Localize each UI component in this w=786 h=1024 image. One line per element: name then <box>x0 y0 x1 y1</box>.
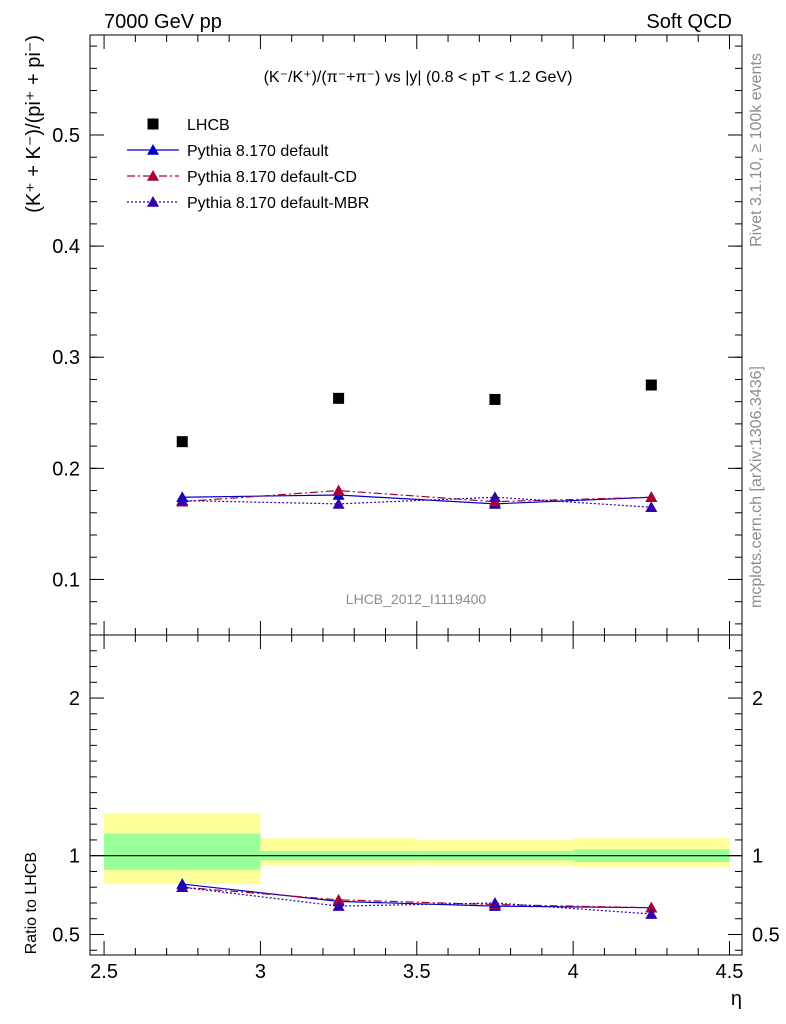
ratio-y-tick-label-left: 0.5 <box>52 925 80 947</box>
legend: LHCB Pythia 8.170 default Pythia 8.170 def… <box>127 117 369 212</box>
legend-marker-cd <box>147 170 159 181</box>
y-tick-label: 0.5 <box>52 125 80 147</box>
y-tick-label: 0.1 <box>52 569 80 591</box>
point-cd <box>332 484 345 496</box>
point-mbr <box>332 497 345 509</box>
analysis-id-label: LHCB_2012_I1119400 <box>346 591 487 607</box>
ratio-point-cd <box>332 893 345 905</box>
ratio-y-tick-label-left: 1 <box>69 846 80 868</box>
legend-label: LHCB <box>187 117 230 134</box>
main-plot-panel: 0.1 0.2 0.3 0.4 0.5 <box>52 34 743 636</box>
x-tick-label: 3 <box>255 961 266 983</box>
x-tick-label: 3.5 <box>403 961 431 983</box>
ratio-point-mbr <box>332 900 345 911</box>
uncertainty-band-inner <box>104 833 261 870</box>
plot-title: (K⁻/K⁺)/(π⁻+π⁻) vs |y| (0.8 < pT < 1.2 G… <box>264 69 573 86</box>
data-point <box>489 393 501 405</box>
legend-label: Pythia 8.170 default-CD <box>187 169 357 186</box>
ratio-y-tick-label-right: 0.5 <box>752 925 780 947</box>
x-tick-label: 4 <box>568 961 579 983</box>
process-label: Soft QCD <box>646 11 732 33</box>
series-line-cd <box>182 489 652 503</box>
ratio-point-mbr <box>645 908 658 919</box>
data-point <box>176 436 188 448</box>
legend-label: Pythia 8.170 default-MBR <box>187 195 369 212</box>
data-point <box>645 379 657 391</box>
ratio-y-tick-label-left: 2 <box>69 688 80 710</box>
data-point <box>333 392 345 404</box>
ratio-plot-panel: 0.5 0.5 1 1 2 2 2.5 3 3.5 4 4.5 <box>52 634 780 983</box>
ratio-y-axis-label: Ratio to LHCB <box>23 852 40 954</box>
point-mbr <box>488 491 501 503</box>
point-mbr <box>176 494 189 506</box>
energy-label: 7000 GeV pp <box>104 11 222 33</box>
legend-marker-data <box>147 118 159 130</box>
ratio-y-tick-label-right: 1 <box>752 846 763 868</box>
ratio-line-mbr <box>182 886 652 915</box>
point-cd <box>645 491 658 503</box>
y-tick-label: 0.3 <box>52 347 80 369</box>
point-mbr <box>645 501 658 513</box>
ratio-line-cd <box>182 886 652 909</box>
x-tick-label: 4.5 <box>716 961 744 983</box>
x-tick-label: 2.5 <box>90 961 118 983</box>
y-tick-label: 0.4 <box>52 236 80 258</box>
legend-marker-default <box>147 144 159 155</box>
y-axis-label: (K⁺ + K⁻)/(pi⁺ + pi⁻) <box>23 35 45 213</box>
ratio-plot-frame <box>89 634 743 956</box>
legend-marker-mbr <box>147 196 159 207</box>
series-line-default <box>182 494 652 505</box>
ratio-point-mbr <box>176 881 189 893</box>
ratio-point-cd <box>645 901 658 913</box>
x-axis-label: η <box>731 988 742 1010</box>
legend-label: Pythia 8.170 default <box>187 143 329 160</box>
y-tick-label: 0.2 <box>52 458 80 480</box>
series-line-mbr <box>182 496 652 508</box>
ratio-point-mbr <box>488 896 501 908</box>
ratio-line-default <box>182 883 652 909</box>
rivet-version-label: Rivet 3.1.10, ≥ 100k events <box>748 53 765 247</box>
ratio-y-tick-label-right: 2 <box>752 688 763 710</box>
mcplots-label: mcplots.cern.ch [arXiv:1306.3436] <box>748 366 765 608</box>
